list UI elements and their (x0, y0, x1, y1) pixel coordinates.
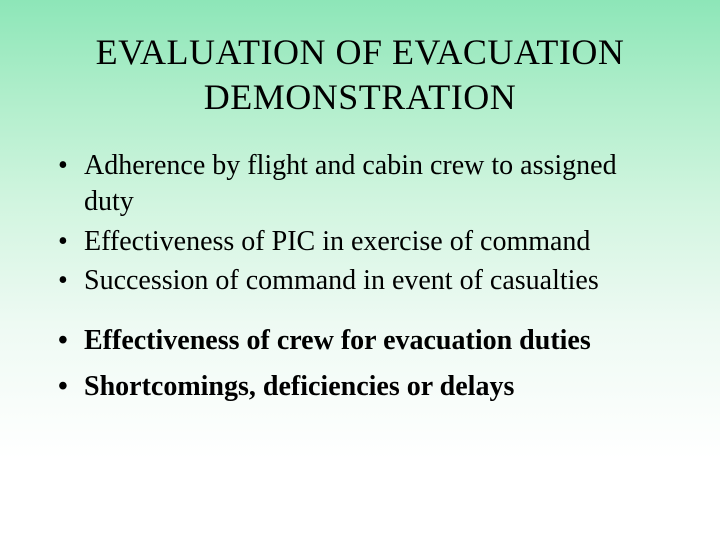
bullet-item: Succession of command in event of casual… (52, 263, 672, 299)
bullet-group-1: Adherence by flight and cabin crew to as… (52, 148, 672, 299)
bullet-text: Adherence by flight and cabin crew to as… (84, 150, 617, 217)
bullet-text: Effectiveness of crew for evacuation dut… (84, 325, 591, 356)
slide-title: EVALUATION OF EVACUATION DEMONSTRATION (48, 30, 672, 120)
bullet-item: Adherence by flight and cabin crew to as… (52, 148, 672, 220)
bullet-item: Effectiveness of crew for evacuation dut… (52, 323, 672, 359)
bullet-item: Shortcomings, deficiencies or delays (52, 369, 672, 405)
bullet-item: Effectiveness of PIC in exercise of comm… (52, 224, 672, 260)
slide: EVALUATION OF EVACUATION DEMONSTRATION A… (0, 0, 720, 540)
bullet-text: Shortcomings, deficiencies or delays (84, 371, 514, 402)
bullet-text: Effectiveness of PIC in exercise of comm… (84, 226, 590, 257)
bullet-group-2: Effectiveness of crew for evacuation dut… (52, 323, 672, 405)
title-line-2: DEMONSTRATION (204, 77, 517, 117)
bullet-text: Succession of command in event of casual… (84, 265, 599, 296)
title-line-1: EVALUATION OF EVACUATION (96, 32, 625, 72)
